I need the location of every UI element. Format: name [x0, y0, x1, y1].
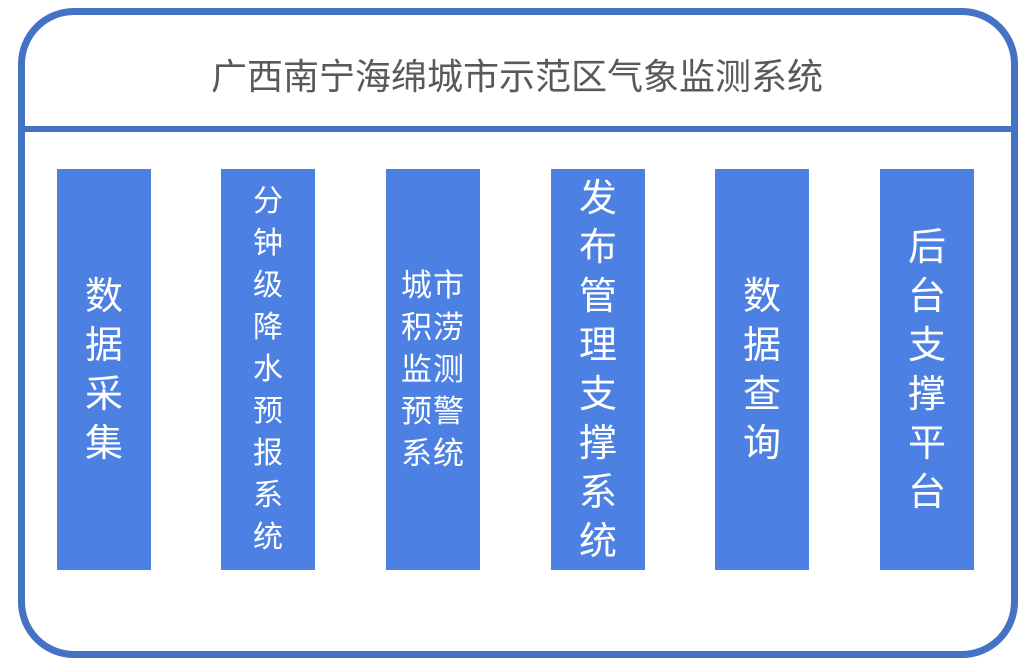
module-minute-precip-forecast: 分钟级降水预报系统: [221, 169, 315, 570]
diagram-title: 广西南宁海绵城市示范区气象监测系统: [210, 57, 823, 98]
module-backend-platform: 后台支撑平台: [880, 169, 974, 570]
module-urban-waterlogging-warning: 城市积涝监测预警系统: [386, 169, 480, 570]
module-label: 城市积涝监测预警系统: [401, 267, 465, 472]
module-data-query: 数据查询: [715, 169, 809, 570]
module-label: 数据采集: [84, 273, 123, 465]
module-label: 数据查询: [742, 273, 781, 465]
system-frame: [18, 8, 1018, 658]
header-divider: [18, 126, 1018, 132]
module-label: 发布管理支撑系统: [578, 175, 617, 563]
module-release-management: 发布管理支撑系统: [551, 169, 645, 570]
module-data-collection: 数据采集: [57, 169, 151, 570]
module-label: 分钟级降水预报系统: [253, 183, 283, 555]
module-label: 后台支撑平台: [907, 224, 946, 514]
